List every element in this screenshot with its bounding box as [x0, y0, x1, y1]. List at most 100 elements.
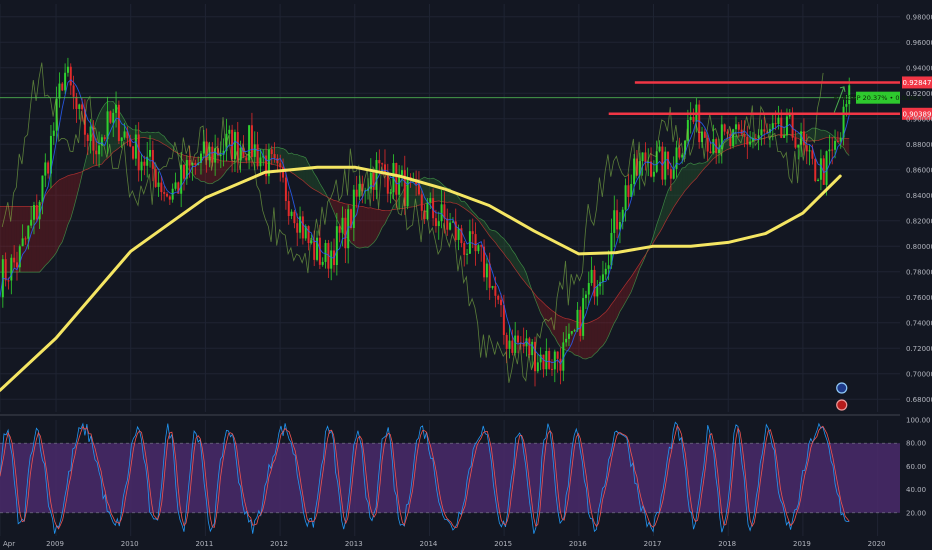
candle-body [24, 238, 27, 240]
candle-body [106, 111, 109, 140]
candle-body [621, 209, 624, 222]
cloud-segment [512, 250, 516, 270]
candle-body [703, 131, 706, 138]
candle-body [664, 151, 667, 180]
candle-body [185, 159, 188, 179]
candle-body [293, 211, 296, 224]
cloud-segment [605, 308, 609, 342]
cloud-segment [192, 156, 196, 178]
cloud-segment [217, 159, 221, 181]
candle-body [633, 158, 636, 184]
cloud-segment [484, 221, 487, 233]
candle-body [168, 196, 171, 200]
stochastic-d-line [0, 424, 850, 530]
cloud-segment [622, 284, 626, 307]
candle-body [709, 151, 712, 154]
candle-body [723, 124, 726, 132]
candle-body [590, 269, 593, 284]
candle-body [304, 226, 307, 239]
candle-body [460, 228, 463, 244]
cloud-segment [469, 208, 473, 215]
candle-body [120, 137, 123, 141]
candle-body [737, 124, 740, 130]
candle-body [324, 243, 327, 262]
cloud-segment [693, 163, 697, 182]
candle-body [774, 123, 777, 125]
cloud-segment [331, 198, 335, 213]
candle-body [805, 145, 808, 152]
candle-body [587, 283, 590, 295]
candle-body [542, 354, 545, 370]
candle-body [406, 176, 409, 207]
candle-body [601, 274, 604, 282]
cloud-segment [393, 203, 397, 210]
candle-body [485, 263, 488, 278]
candle-body [58, 83, 61, 99]
candle-body [658, 146, 661, 152]
candle-body [103, 137, 106, 140]
cloud-segment [362, 206, 366, 248]
cloud-segment [619, 288, 623, 312]
cloud-segment [76, 172, 80, 198]
candle-body [766, 131, 769, 133]
cloud-segment [682, 167, 686, 195]
candle-body [791, 114, 794, 138]
candle-body [245, 157, 248, 161]
candle-body [559, 358, 562, 371]
candle-body [845, 104, 848, 107]
candle-body [630, 183, 633, 197]
cloud-segment [498, 233, 502, 250]
candle-body [836, 140, 839, 142]
candle-body [296, 223, 299, 233]
cloud-segment [515, 254, 519, 273]
cloud-segment [150, 132, 153, 139]
candle-body [117, 104, 120, 141]
candle-body [327, 243, 330, 269]
candle-body [4, 259, 7, 281]
candle-body [539, 354, 542, 363]
candle-body [706, 137, 709, 152]
cloud-segment [322, 188, 326, 196]
candle-body [341, 217, 344, 233]
stochastic-k-line [0, 421, 850, 534]
cloud-segment [8, 206, 12, 273]
cloud-segment [518, 259, 521, 278]
candle-body [205, 141, 208, 161]
candle-body [434, 218, 437, 227]
event-marker-blue[interactable] [836, 382, 848, 394]
candle-body [531, 341, 534, 356]
candle-body [491, 286, 494, 288]
candle-body [61, 83, 64, 91]
candle-body [10, 257, 13, 281]
candle-body [749, 141, 752, 145]
candle-body [30, 219, 33, 226]
cloud-segment [614, 296, 618, 323]
candle-body [259, 157, 262, 167]
candle-body [134, 134, 137, 159]
candle-body [800, 131, 803, 145]
candle-body [811, 150, 814, 159]
cloud-segment [365, 207, 368, 248]
grid [0, 4, 900, 536]
candle-body [511, 340, 514, 353]
cloud-segment [795, 133, 799, 139]
cloud-segment [59, 178, 63, 247]
candle-body [132, 146, 135, 159]
event-markers[interactable] [836, 382, 848, 411]
candle-body [75, 96, 78, 109]
candle-body [301, 216, 304, 239]
candle-body [177, 182, 180, 194]
candle-body [426, 202, 429, 220]
candle-body [604, 268, 607, 275]
candle-body [684, 140, 687, 155]
event-marker-red[interactable] [836, 399, 848, 411]
cloud-segment [628, 276, 632, 297]
resistance-label: 0.92847 [903, 79, 932, 87]
candle-body [480, 245, 483, 247]
candle-body [618, 221, 621, 230]
